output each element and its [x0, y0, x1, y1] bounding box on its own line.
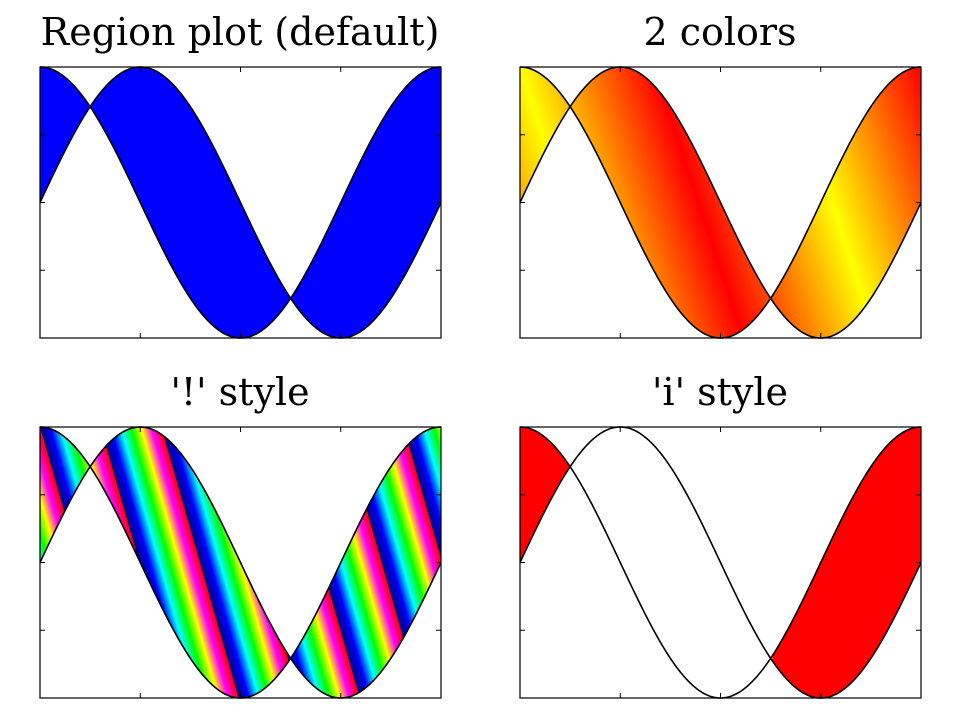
series-line-1 [39, 66, 442, 339]
series-line-1 [519, 426, 922, 699]
series-line-1 [519, 66, 922, 339]
panel-title: Region plot (default) [41, 10, 440, 54]
panel-1: Region plot (default) [39, 10, 442, 339]
panel-3: '!' style [39, 370, 442, 699]
series-line-1 [39, 426, 442, 699]
fill-region [520, 427, 921, 698]
panel-title: '!' style [170, 370, 309, 414]
panel-2: 2 colors [519, 10, 922, 339]
panel-4: 'i' style [519, 370, 922, 699]
panel-title: 2 colors [643, 10, 796, 54]
panel-title: 'i' style [652, 370, 788, 414]
